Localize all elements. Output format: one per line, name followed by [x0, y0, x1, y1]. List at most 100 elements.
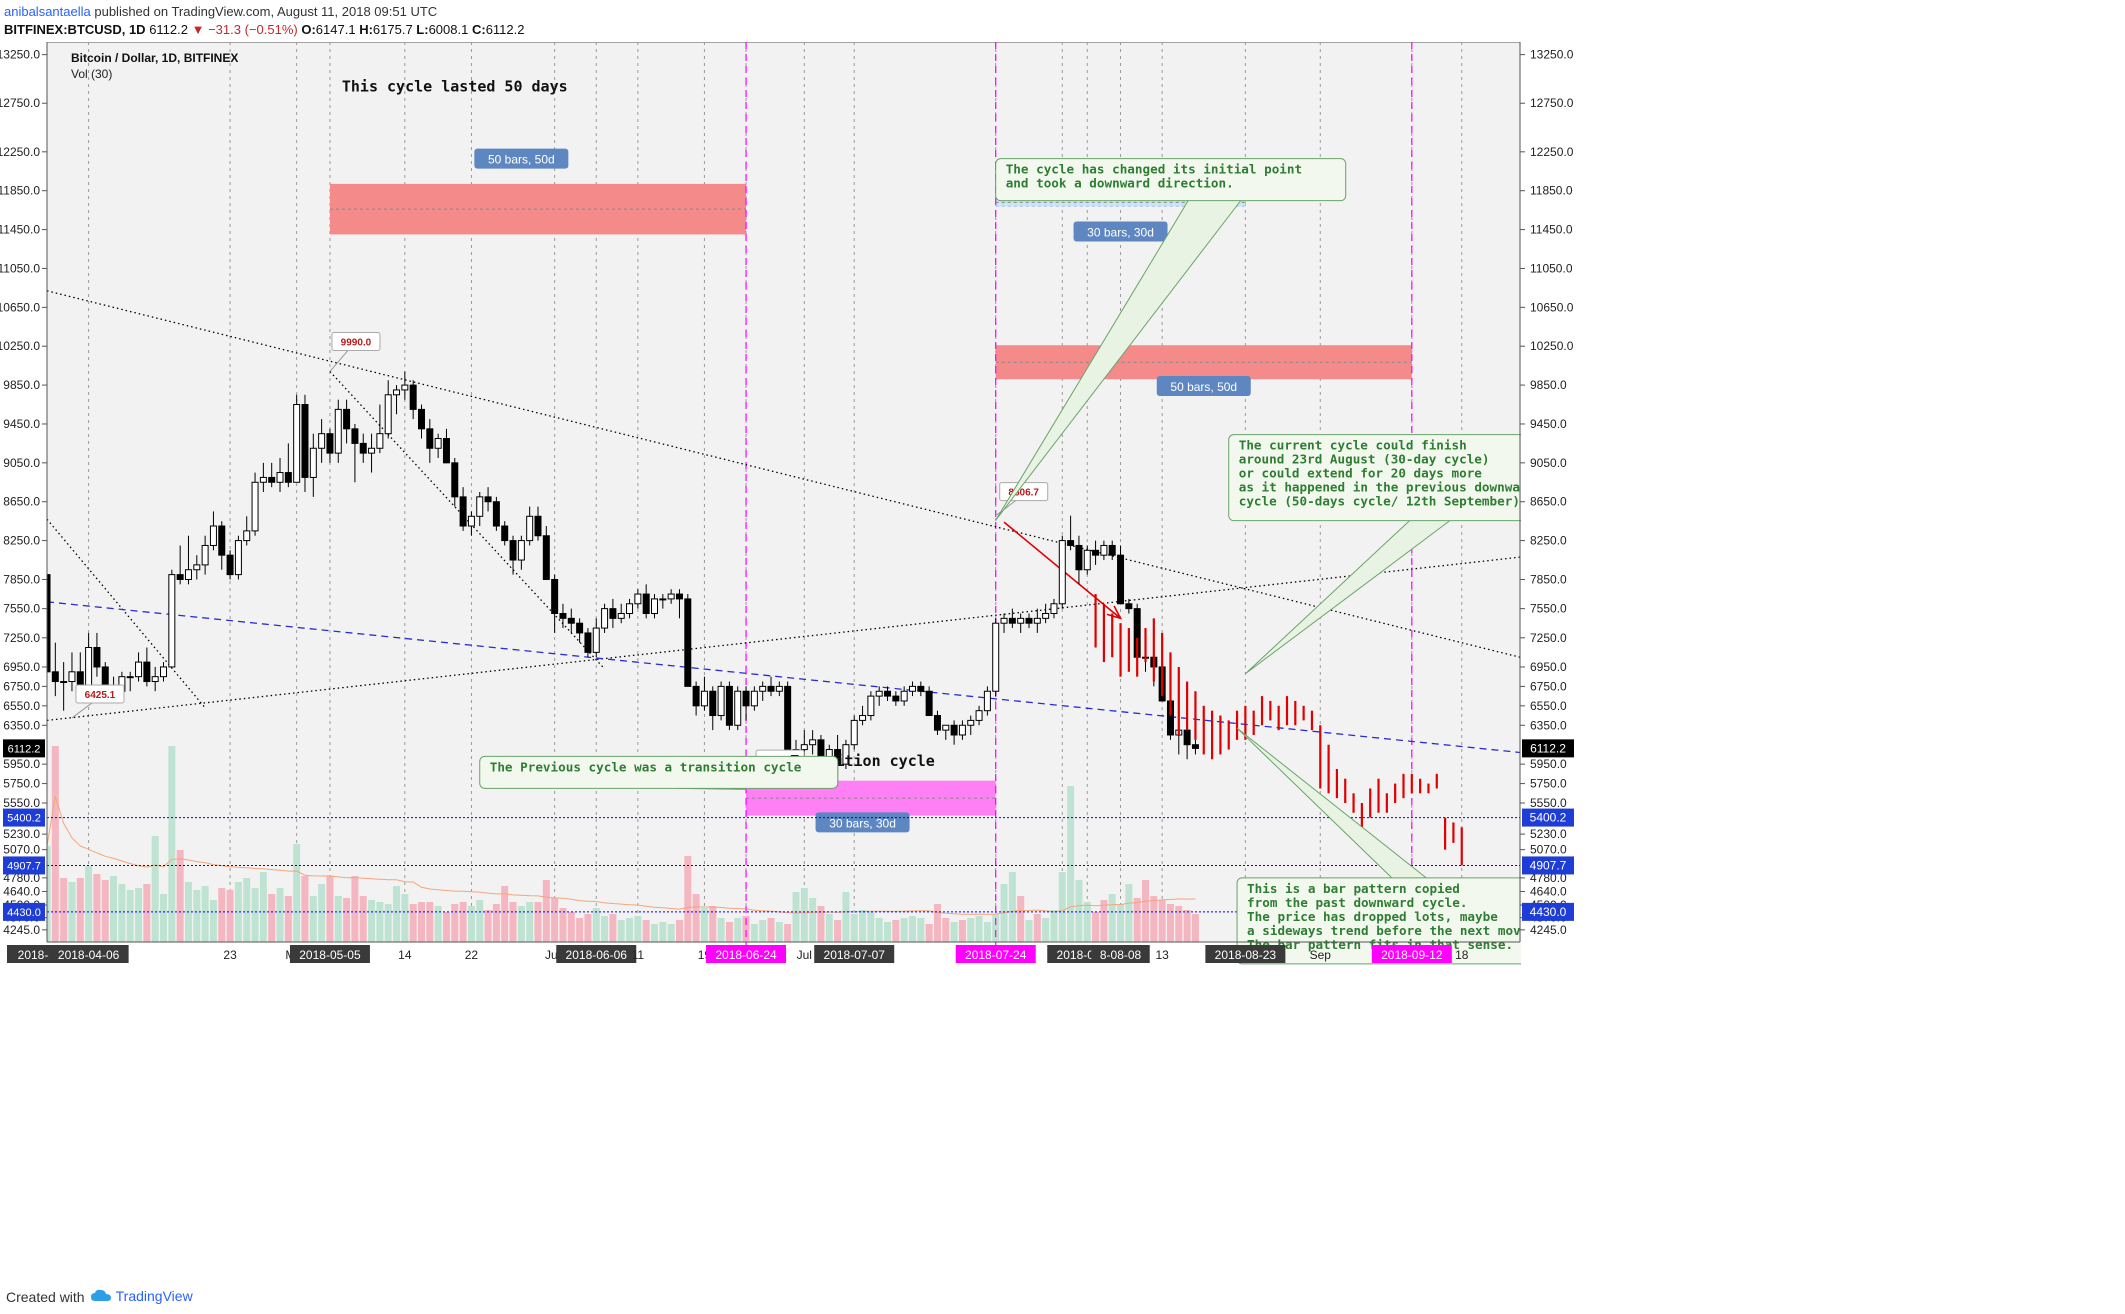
volume-bar — [917, 918, 925, 942]
candle-body — [534, 515, 542, 537]
candle-body — [983, 690, 991, 712]
volume-bar — [176, 850, 184, 942]
candle-body — [958, 724, 966, 736]
x-tick-label: 23 — [223, 948, 237, 962]
candle-body — [384, 394, 392, 435]
close-value: 6112.2 — [485, 22, 525, 37]
candle-body — [651, 598, 659, 614]
volume-bar — [118, 884, 126, 942]
candle-body — [717, 685, 725, 717]
volume-bar — [1191, 914, 1199, 942]
x-date-badge-bg — [814, 945, 895, 963]
callout-text: This is a bar pattern copied — [1247, 881, 1460, 896]
x-tick-label: Sep — [1310, 948, 1332, 962]
y-tick-label: 12250.0 — [0, 145, 40, 159]
candle-body — [135, 661, 143, 678]
price-flag-box — [331, 331, 381, 351]
candle-body — [259, 476, 267, 483]
volume-bar — [110, 876, 118, 942]
candle-body — [601, 608, 609, 629]
candle-body — [368, 447, 376, 454]
price-flag-label: 9990.0 — [341, 337, 372, 348]
y-tick-label: 5750.0 — [3, 777, 40, 791]
tradingview-logo[interactable]: TradingView — [90, 1288, 193, 1304]
volume-bar — [301, 876, 309, 942]
candle-body — [900, 690, 908, 702]
volume-bar — [76, 878, 84, 942]
volume-bar — [775, 922, 783, 942]
x-date-badge: 2018-05-05 — [299, 948, 361, 962]
candle-body — [700, 690, 708, 707]
callout-text: and took a downward direction. — [1006, 176, 1234, 191]
author-link[interactable]: anibalsantaella — [4, 4, 91, 19]
candle-body — [284, 472, 292, 483]
callout-text: The current cycle could finish — [1239, 438, 1467, 453]
callout-pointer — [1245, 520, 1451, 675]
volume-bar — [143, 884, 151, 942]
candle-body — [101, 666, 109, 687]
volume-bar — [309, 896, 317, 942]
candle-body — [1008, 617, 1016, 624]
candle-body — [343, 408, 351, 430]
volume-bar — [426, 902, 434, 942]
volume-bar — [484, 910, 492, 942]
volume-bar — [642, 920, 650, 942]
volume-bar — [875, 918, 883, 942]
candle-body — [293, 404, 301, 483]
volume-bar — [459, 902, 467, 942]
candle-body — [750, 690, 758, 707]
chart-footer: Created with TradingView — [0, 1282, 2125, 1314]
volume-bar — [942, 918, 950, 942]
candle-body — [517, 540, 525, 561]
volume-bar — [850, 914, 858, 942]
x-tick-label: 11 — [632, 948, 645, 962]
price-flag-pointer — [329, 350, 349, 372]
volume-bar — [1166, 904, 1174, 942]
candle-body — [775, 685, 783, 692]
price-axis-bg — [1521, 42, 2125, 972]
candle-body — [892, 695, 900, 702]
volume-bar — [634, 916, 642, 942]
candle-body — [967, 719, 975, 726]
candle-body — [759, 685, 767, 692]
range-label: 30 bars, 30d — [829, 816, 896, 830]
y-tick-label: 5750.0 — [1530, 777, 1567, 791]
y-tick-label: 6550.0 — [3, 699, 40, 713]
price-chart[interactable]: 50 bars, 50d 30 bars, 30d 30 bars, 30d 50 b… — [0, 42, 2125, 1282]
candle-body — [850, 719, 858, 746]
candle-body — [476, 496, 484, 517]
volume-bar — [834, 920, 842, 942]
candle-body — [609, 608, 617, 619]
price-flag-pointer — [995, 500, 1017, 517]
price-badge: 4430.0 — [7, 907, 41, 919]
candle-body — [567, 617, 575, 624]
volume-bar — [800, 888, 808, 942]
candle-body — [426, 428, 434, 449]
open-label: O: — [301, 22, 316, 37]
y-tick-label: 7850.0 — [1530, 572, 1567, 586]
volume-bar — [51, 746, 59, 942]
x-date-badge: 2018-06-24 — [715, 948, 777, 962]
chart-header: anibalsantaella published on TradingView… — [0, 0, 2125, 42]
volume-bar — [1033, 914, 1041, 942]
candle-body — [1117, 554, 1125, 605]
volume-bar — [542, 880, 550, 942]
candle-body — [351, 428, 359, 444]
volume-bar — [1017, 896, 1025, 942]
callout-pointer — [995, 200, 1242, 521]
range-label-bg — [474, 148, 569, 169]
y-tick-label: 5550.0 — [1530, 796, 1567, 810]
y-tick-label: 4245.0 — [3, 923, 40, 937]
volume-bar — [1125, 884, 1133, 942]
volume-bar — [859, 910, 867, 942]
candle-body — [1058, 540, 1066, 605]
candle-body — [268, 476, 276, 483]
volume-bar — [409, 904, 417, 942]
tradingview-brand: TradingView — [115, 1288, 193, 1304]
volume-bar — [1175, 906, 1183, 942]
volume-bar — [160, 894, 168, 942]
y-tick-label: 5230.0 — [3, 827, 40, 841]
callout-box — [479, 755, 839, 789]
x-date-badge-bg — [1091, 945, 1150, 963]
x-date-badge: 2018-04-06 — [58, 948, 120, 962]
